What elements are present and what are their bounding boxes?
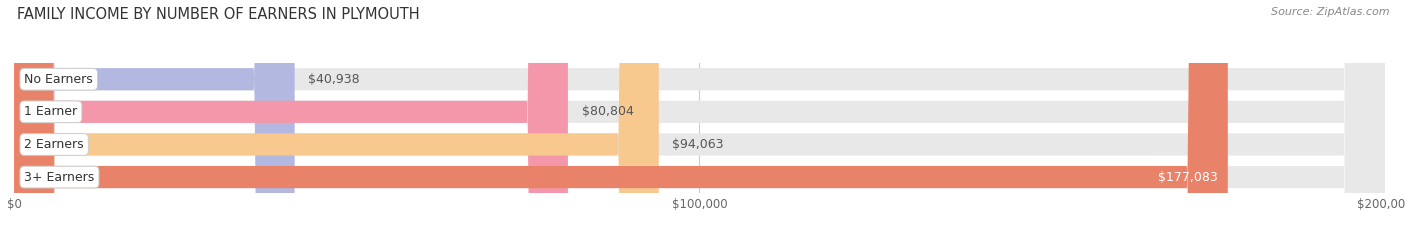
- FancyBboxPatch shape: [14, 0, 1385, 233]
- Text: 2 Earners: 2 Earners: [24, 138, 84, 151]
- FancyBboxPatch shape: [14, 0, 1385, 233]
- Text: FAMILY INCOME BY NUMBER OF EARNERS IN PLYMOUTH: FAMILY INCOME BY NUMBER OF EARNERS IN PL…: [17, 7, 419, 22]
- FancyBboxPatch shape: [14, 0, 295, 233]
- FancyBboxPatch shape: [14, 0, 1385, 233]
- Text: $94,063: $94,063: [672, 138, 724, 151]
- Text: 1 Earner: 1 Earner: [24, 105, 77, 118]
- Text: Source: ZipAtlas.com: Source: ZipAtlas.com: [1271, 7, 1389, 17]
- Text: $177,083: $177,083: [1157, 171, 1218, 184]
- FancyBboxPatch shape: [14, 0, 568, 233]
- Text: No Earners: No Earners: [24, 73, 93, 86]
- FancyBboxPatch shape: [14, 0, 1385, 233]
- FancyBboxPatch shape: [14, 0, 659, 233]
- Text: 3+ Earners: 3+ Earners: [24, 171, 94, 184]
- FancyBboxPatch shape: [14, 0, 1227, 233]
- Text: $80,804: $80,804: [582, 105, 634, 118]
- Text: $40,938: $40,938: [308, 73, 360, 86]
